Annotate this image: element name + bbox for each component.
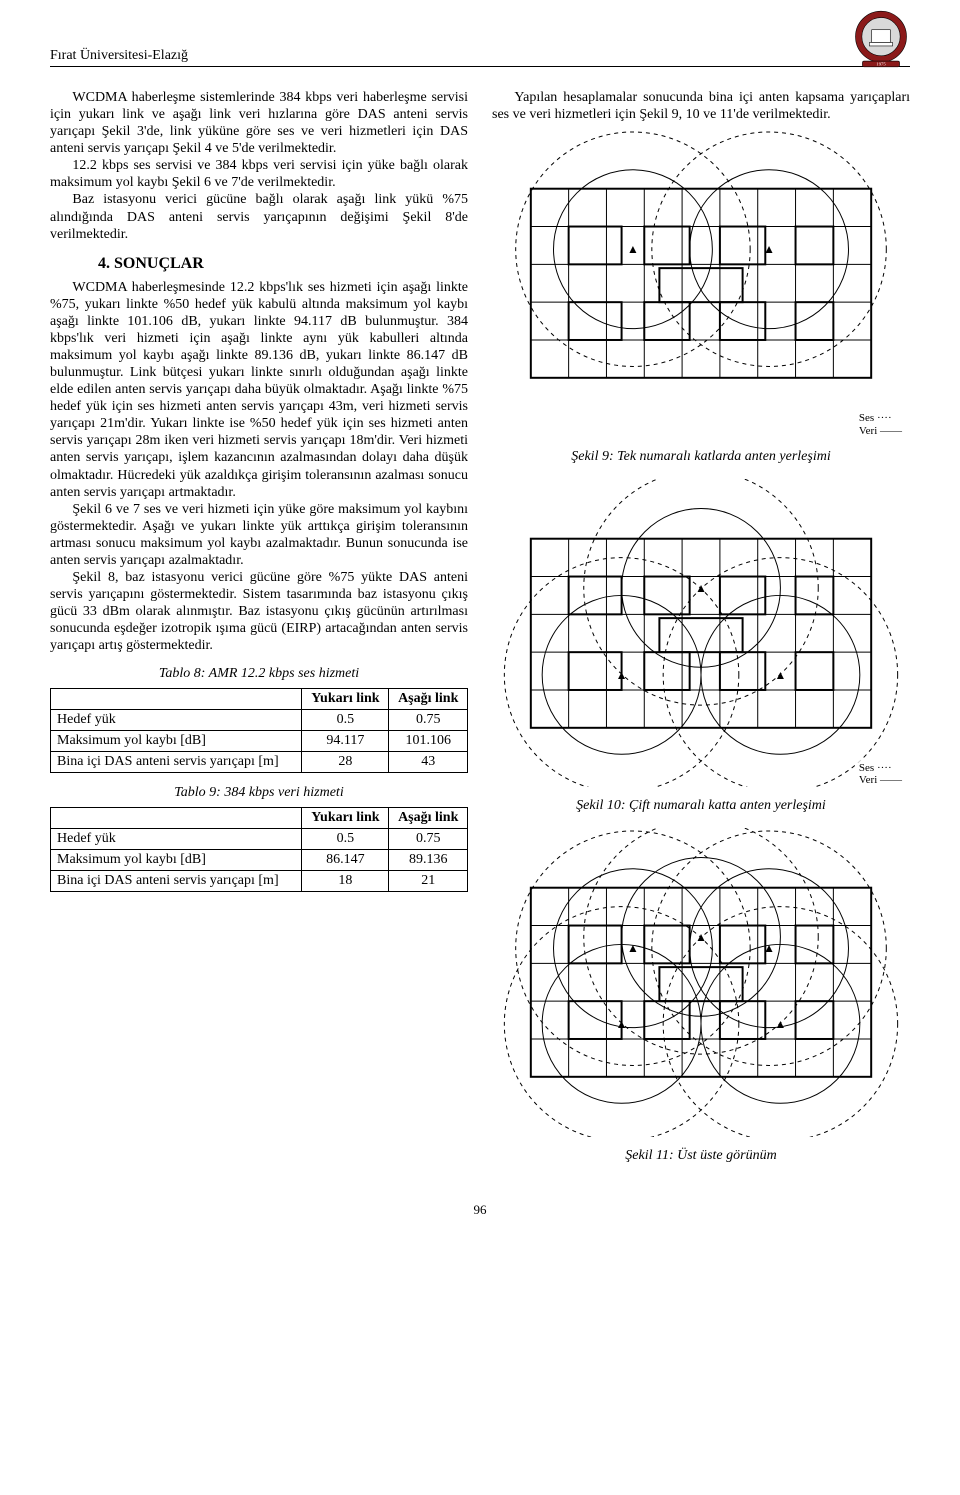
table-row: Maksimum yol kaybı [dB] 94.117 101.106 [51,731,468,752]
legend-ses: Ses [859,762,874,774]
table-cell: 18 [302,871,389,892]
table-cell: Bina içi DAS anteni servis yarıçapı [m] [51,871,302,892]
figure-11-caption: Şekil 11: Üst üste görünüm [492,1148,910,1164]
table-row: Yukarı link Aşağı link [51,808,468,829]
table-cell: 101.106 [389,731,468,752]
page-header: Fırat Üniversitesi-Elazığ 1975 [50,10,910,67]
svg-text:▲: ▲ [695,930,707,944]
figure-legend: Ses ···· Veri —— [855,410,906,438]
table-cell: Maksimum yol kaybı [dB] [51,731,302,752]
svg-text:▲: ▲ [775,668,787,682]
table-header-cell: Yukarı link [302,808,389,829]
table-row: Hedef yük 0.5 0.75 [51,710,468,731]
svg-text:▲: ▲ [775,1017,787,1031]
page: Fırat Üniversitesi-Elazığ 1975 WCDMA hab… [0,0,960,1248]
table-cell: 89.136 [389,850,468,871]
paragraph: Yapılan hesaplamalar sonucunda bina içi … [492,89,910,123]
table-9: Yukarı link Aşağı link Hedef yük 0.5 0.7… [50,807,468,892]
university-name: Fırat Üniversitesi-Elazığ [50,48,188,64]
table-row: Maksimum yol kaybı [dB] 86.147 89.136 [51,850,468,871]
table-cell: Hedef yük [51,829,302,850]
table-9-caption: Tablo 9: 384 kbps veri hizmeti [50,785,468,801]
svg-text:▲: ▲ [627,941,639,955]
figure-9: ▲▲ Ses ···· Veri —— [492,129,910,443]
figure-11: ▲ ▲ ▲ ▲ ▲ [492,828,910,1142]
table-row: Bina içi DAS anteni servis yarıçapı [m] … [51,871,468,892]
svg-text:1975: 1975 [876,63,886,68]
right-column: Yapılan hesaplamalar sonucunda bina içi … [492,89,910,1178]
svg-text:▲: ▲ [627,242,639,256]
table-row: Yukarı link Aşağı link [51,689,468,710]
legend-veri: Veri [859,774,877,786]
figure-11-svg: ▲ ▲ ▲ ▲ ▲ [492,828,910,1137]
table-cell: 86.147 [302,850,389,871]
table-cell: 0.75 [389,710,468,731]
table-header-cell [51,808,302,829]
table-cell: 43 [389,752,468,773]
table-cell: Hedef yük [51,710,302,731]
table-cell: 21 [389,871,468,892]
table-cell: 0.5 [302,829,389,850]
table-header-cell [51,689,302,710]
table-8: Yukarı link Aşağı link Hedef yük 0.5 0.7… [50,688,468,773]
table-header-cell: Aşağı link [389,689,468,710]
table-header-cell: Aşağı link [389,808,468,829]
figure-10: ▲ ▲ ▲ Ses ···· Veri —— [492,479,910,793]
figure-legend: Ses ···· Veri —— [855,760,906,788]
svg-text:▲: ▲ [695,581,707,595]
figure-9-svg: ▲▲ [492,129,910,438]
table-cell: 94.117 [302,731,389,752]
table-cell: 0.5 [302,710,389,731]
two-column-layout: WCDMA haberleşme sistemlerinde 384 kbps … [50,89,910,1178]
table-cell: Bina içi DAS anteni servis yarıçapı [m] [51,752,302,773]
legend-ses: Ses [859,412,874,424]
figure-9-caption: Şekil 9: Tek numaralı katlarda anten yer… [492,449,910,465]
svg-text:▲: ▲ [763,941,775,955]
paragraph: Şekil 8, baz istasyonu verici gücüne gör… [50,569,468,654]
svg-text:▲: ▲ [763,242,775,256]
university-seal-icon: 1975 [852,10,910,68]
figure-10-svg: ▲ ▲ ▲ [492,479,910,788]
paragraph: Şekil 6 ve 7 ses ve veri hizmeti için yü… [50,501,468,569]
table-row: Hedef yük 0.5 0.75 [51,829,468,850]
section-heading-4: 4. SONUÇLAR [98,255,468,273]
figure-10-caption: Şekil 10: Çift numaralı katta anten yerl… [492,798,910,814]
table-cell: 28 [302,752,389,773]
paragraph: WCDMA haberleşme sistemlerinde 384 kbps … [50,89,468,157]
paragraph: 12.2 kbps ses servisi ve 384 kbps veri s… [50,157,468,191]
table-cell: Maksimum yol kaybı [dB] [51,850,302,871]
paragraph: WCDMA haberleşmesinde 12.2 kbps'lık ses … [50,279,468,501]
paragraph: Baz istasyonu verici gücüne bağlı olarak… [50,191,468,242]
table-8-caption: Tablo 8: AMR 12.2 kbps ses hizmeti [50,666,468,682]
svg-text:▲: ▲ [616,668,628,682]
table-header-cell: Yukarı link [302,689,389,710]
table-cell: 0.75 [389,829,468,850]
page-number: 96 [50,1202,910,1218]
legend-veri: Veri [859,425,877,437]
table-row: Bina içi DAS anteni servis yarıçapı [m] … [51,752,468,773]
svg-text:▲: ▲ [616,1017,628,1031]
left-column: WCDMA haberleşme sistemlerinde 384 kbps … [50,89,468,1178]
